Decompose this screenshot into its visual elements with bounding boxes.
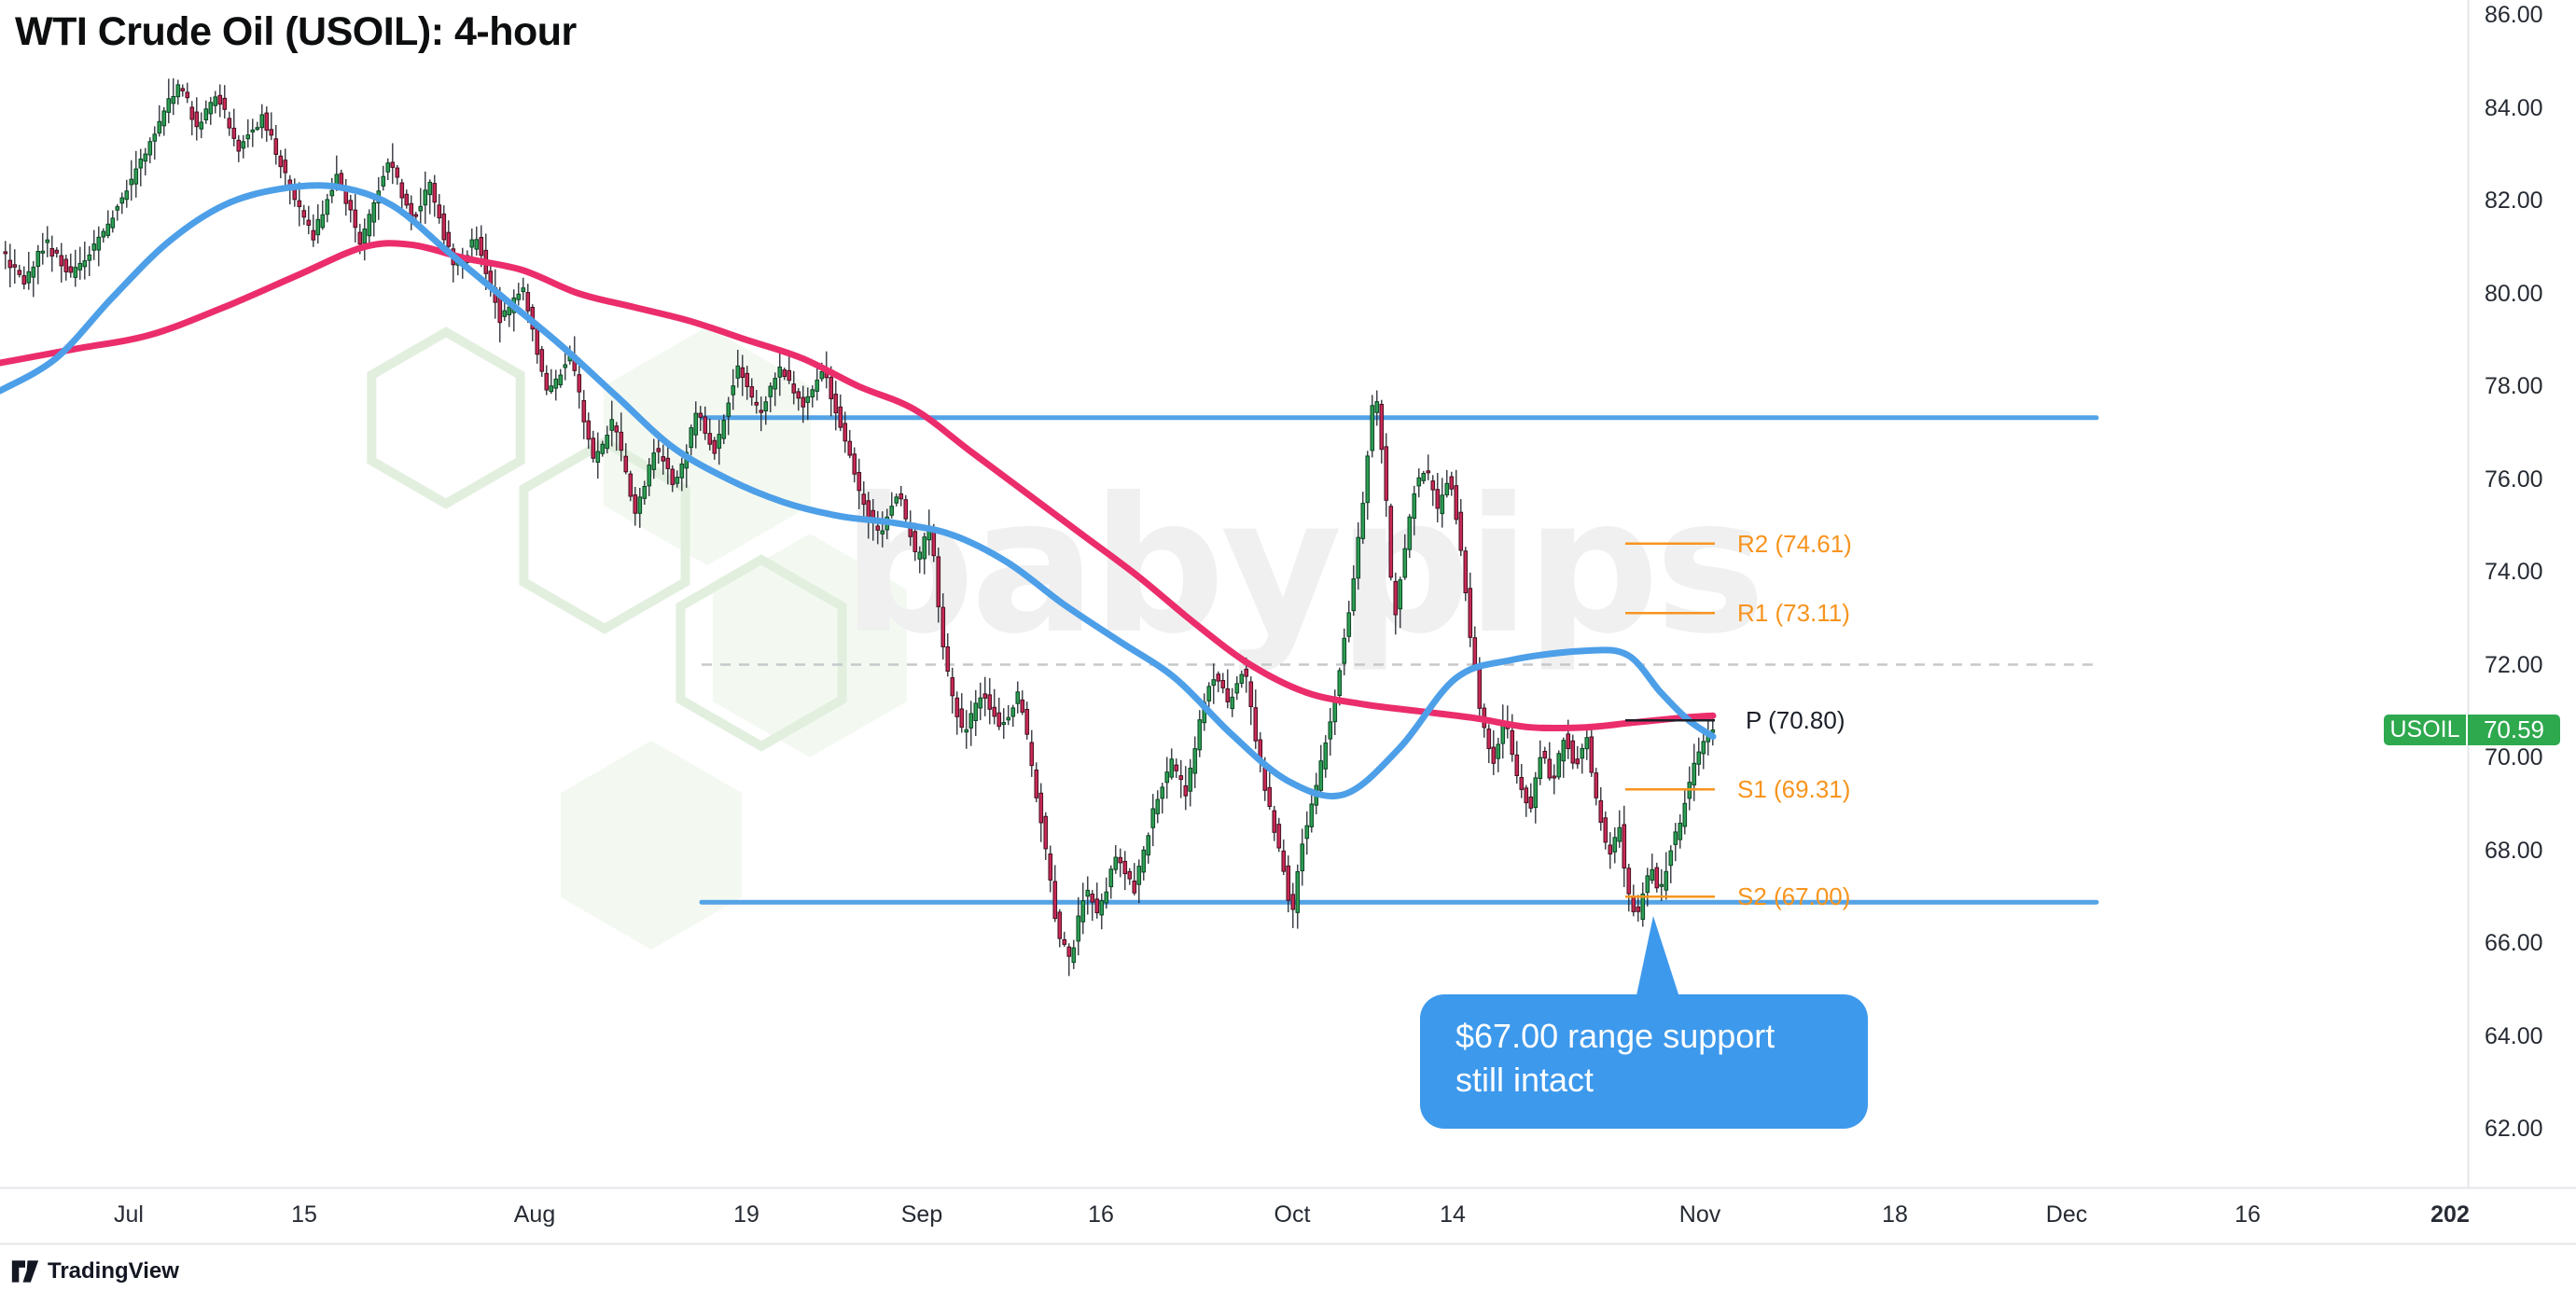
time-axis-label: Oct bbox=[1274, 1201, 1311, 1228]
callout-tail bbox=[1636, 916, 1680, 1000]
symbol-label: USOIL bbox=[2389, 716, 2460, 743]
support-callout[interactable]: $67.00 range support still intact bbox=[1420, 994, 1868, 1129]
ma-pink-line bbox=[0, 240, 1717, 732]
price-axis-label: 86.00 bbox=[2485, 2, 2543, 28]
chart-title: WTI Crude Oil (USOIL): 4-hour bbox=[15, 9, 577, 54]
price-axis-label: 70.00 bbox=[2485, 744, 2543, 770]
time-axis-label: 16 bbox=[2235, 1201, 2261, 1228]
price-axis-label: 84.00 bbox=[2485, 95, 2543, 121]
price-axis-label: 76.00 bbox=[2485, 466, 2543, 493]
price-axis-label: 74.00 bbox=[2485, 559, 2543, 585]
time-axis-label: Nov bbox=[1678, 1201, 1721, 1228]
tag-divider bbox=[2466, 715, 2468, 745]
last-price-tag: USOIL 70.59 bbox=[2384, 715, 2560, 745]
tradingview-logo[interactable]: TradingView bbox=[11, 1257, 179, 1285]
price-axis-label: 82.00 bbox=[2485, 187, 2543, 214]
price-axis-label: 72.00 bbox=[2485, 652, 2543, 678]
time-axis-label: 202 bbox=[2430, 1201, 2470, 1228]
tradingview-label: TradingView bbox=[48, 1258, 179, 1284]
ma-blue-line bbox=[0, 182, 1717, 799]
callout-line-2: still intact bbox=[1455, 1061, 1594, 1099]
pivot-label-r1: R1 (73.11) bbox=[1737, 599, 1850, 627]
time-axis-label: Sep bbox=[900, 1201, 943, 1228]
time-axis-label: 18 bbox=[1882, 1201, 1908, 1228]
time-axis-label: Aug bbox=[513, 1201, 556, 1228]
price-axis-label: 68.00 bbox=[2485, 838, 2543, 864]
last-price-value: 70.59 bbox=[2483, 715, 2545, 743]
callout-line-1: $67.00 range support bbox=[1455, 1017, 1775, 1055]
time-axis-label: 19 bbox=[733, 1201, 759, 1228]
tradingview-icon bbox=[11, 1260, 39, 1283]
time-axis-label: 16 bbox=[1088, 1201, 1114, 1228]
price-axis-label: 64.00 bbox=[2485, 1023, 2543, 1049]
price-axis-label: 78.00 bbox=[2485, 373, 2543, 399]
babypips-watermark: babypips bbox=[367, 326, 1766, 950]
time-axis-label: 14 bbox=[1440, 1201, 1466, 1228]
price-axis-label: 80.00 bbox=[2485, 281, 2543, 307]
time-axis-label: 15 bbox=[291, 1201, 317, 1228]
pivot-label-p: P (70.80) bbox=[1746, 706, 1845, 734]
time-axis-label: Jul bbox=[114, 1201, 144, 1228]
svg-text:babypips: babypips bbox=[842, 458, 1761, 675]
price-axis-label: 62.00 bbox=[2485, 1116, 2543, 1142]
pivot-label-s1: S1 (69.31) bbox=[1737, 775, 1851, 803]
time-axis-label: Dec bbox=[2045, 1201, 2088, 1228]
candles-layer bbox=[3, 78, 1716, 977]
pivot-label-r2: R2 (74.61) bbox=[1737, 530, 1852, 558]
pivot-label-s2: S2 (67.00) bbox=[1737, 882, 1851, 910]
price-axis-label: 66.00 bbox=[2485, 930, 2543, 956]
